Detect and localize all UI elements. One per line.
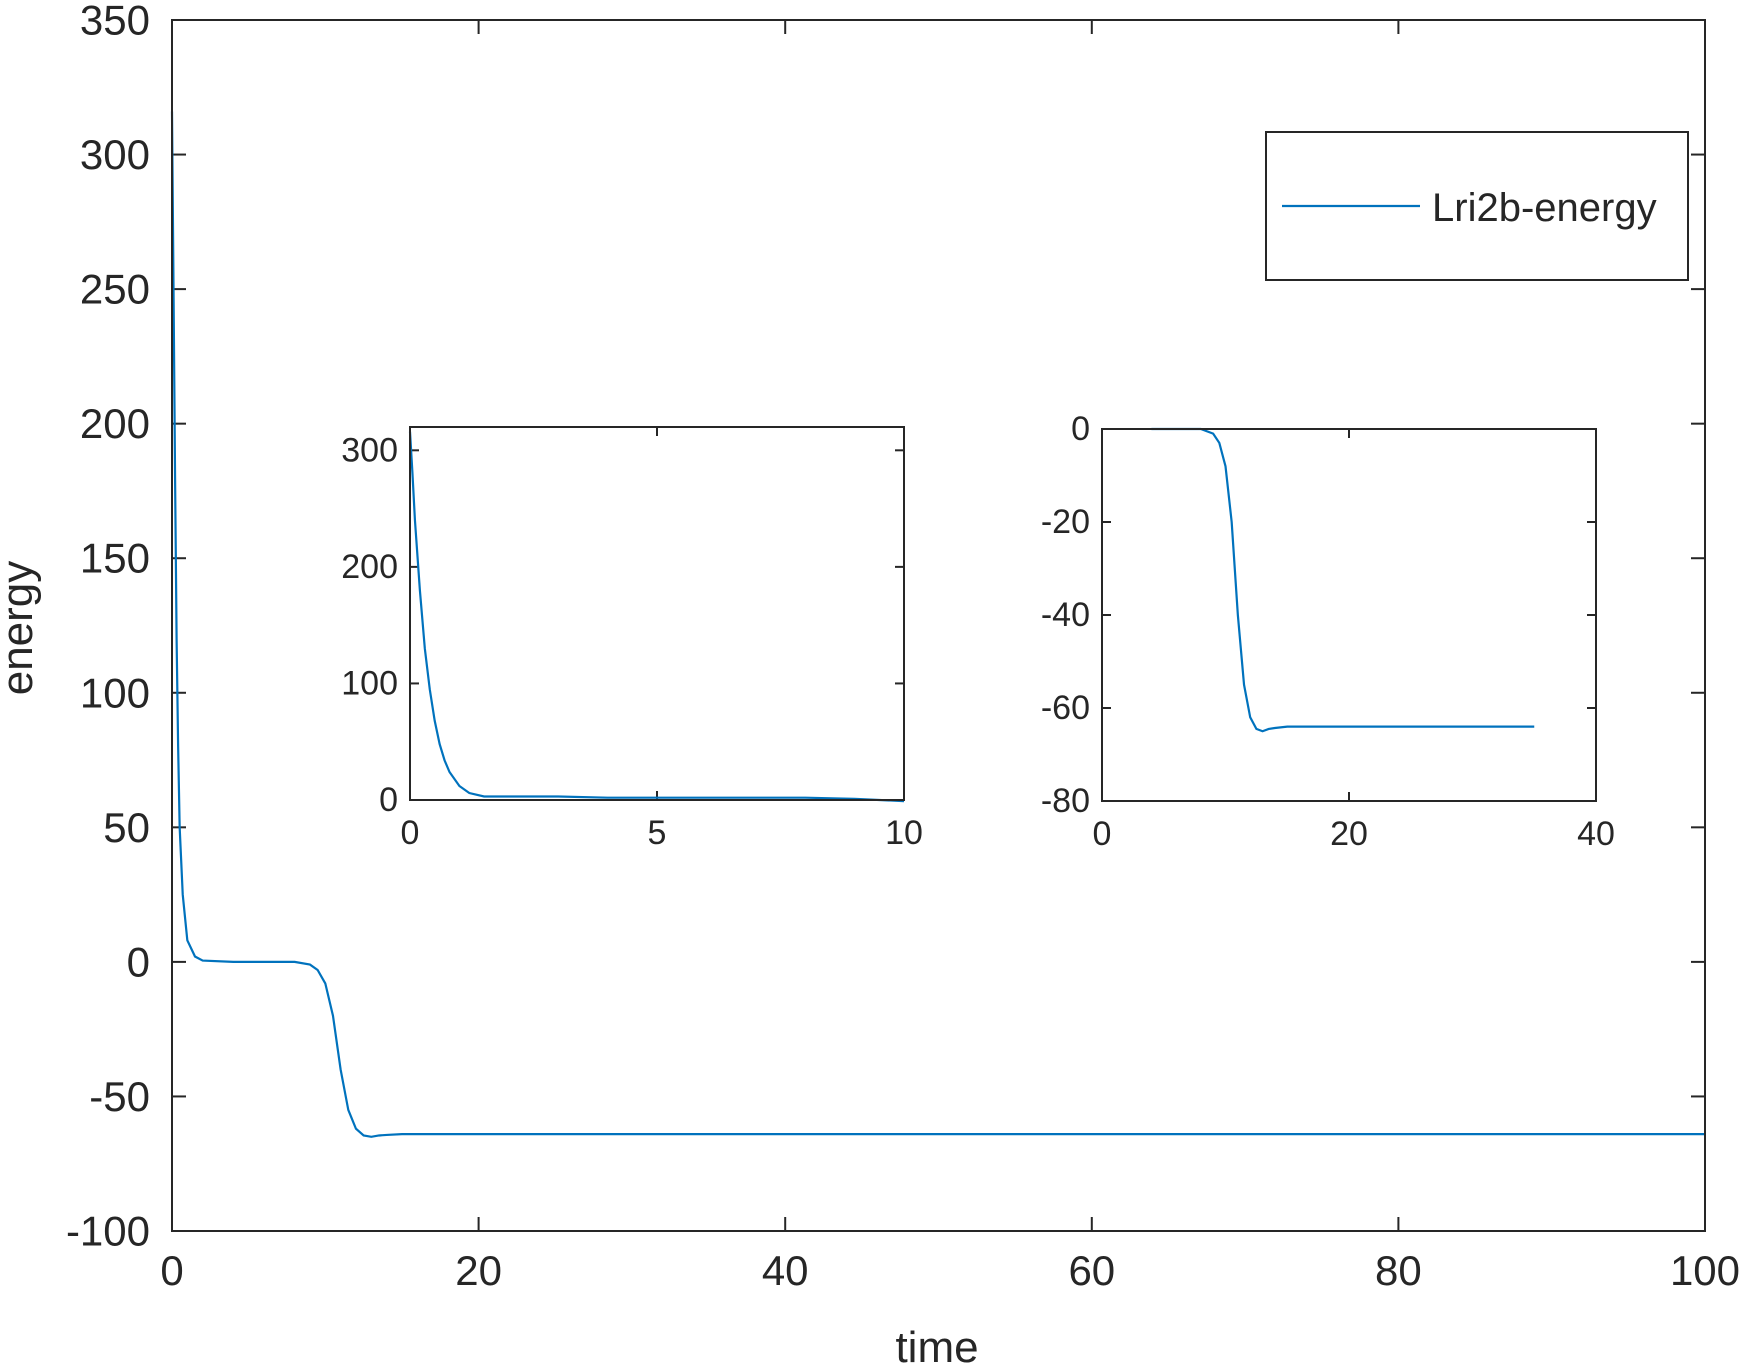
inset-left-y-tick-label: 0 [379,781,398,819]
main-x-tick-label: 80 [1375,1247,1422,1294]
main-y-tick-label: -50 [89,1073,150,1120]
main-x-tick-label: 20 [455,1247,502,1294]
inset-left-background [410,427,904,800]
inset-right-x-tick-label: 20 [1330,815,1368,853]
legend-entry-lri2b-energy: Lri2b-energy [1432,186,1657,230]
inset-left-y-tick-label: 300 [341,431,398,469]
main-y-tick-label: 150 [80,535,150,582]
inset-left-x-tick-label: 0 [401,814,420,852]
main-x-tick-label: 100 [1670,1247,1740,1294]
inset-right-y-tick-label: 0 [1071,410,1090,448]
inset-right-background [1102,429,1596,801]
inset-right-y-tick-label: -60 [1041,689,1090,727]
main-y-tick-label: -100 [66,1208,150,1255]
inset-left-border [409,426,905,801]
main-series-line [170,111,1705,1138]
main-x-tick-label: 40 [762,1247,809,1294]
main-x-axis-label: time [895,1323,978,1367]
main-y-tick-label: 100 [80,669,150,716]
inset-left-x-tick-label: 10 [885,814,923,852]
inset-right-y-tick-label: -20 [1041,503,1090,541]
main-x-tick-label: 0 [160,1247,183,1294]
inset-left-y-tick-label: 200 [341,548,398,586]
inset-right-y-tick-label: -40 [1041,596,1090,634]
main-plot-area-border [171,19,1706,1232]
inset-right-x-tick-label: 0 [1093,815,1112,853]
main-y-tick-label: 50 [103,804,150,851]
main-y-tick-label: 250 [80,266,150,313]
main-y-tick-label: 350 [80,0,150,44]
inset-right-x-tick-label: 40 [1577,815,1615,853]
main-y-tick-label: 200 [80,400,150,447]
legend: Lri2b-energy [1265,131,1689,281]
inset-left-x-tick-label: 5 [648,814,667,852]
inset-right-y-tick-label: -80 [1041,782,1090,820]
main-y-tick-label: 300 [80,131,150,178]
inset-right-series-line [1151,427,1535,733]
inset-right-border [1101,428,1597,802]
main-y-axis-label: energy [0,561,42,696]
main-y-tick-label: 0 [127,938,150,985]
inset-right-plot: 0 20 40 -80 -60 -40 -20 0 [1041,410,1615,853]
inset-left-y-tick-label: 100 [341,664,398,702]
inset-left-series-line [408,431,905,803]
main-x-tick-label: 60 [1068,1247,1115,1294]
